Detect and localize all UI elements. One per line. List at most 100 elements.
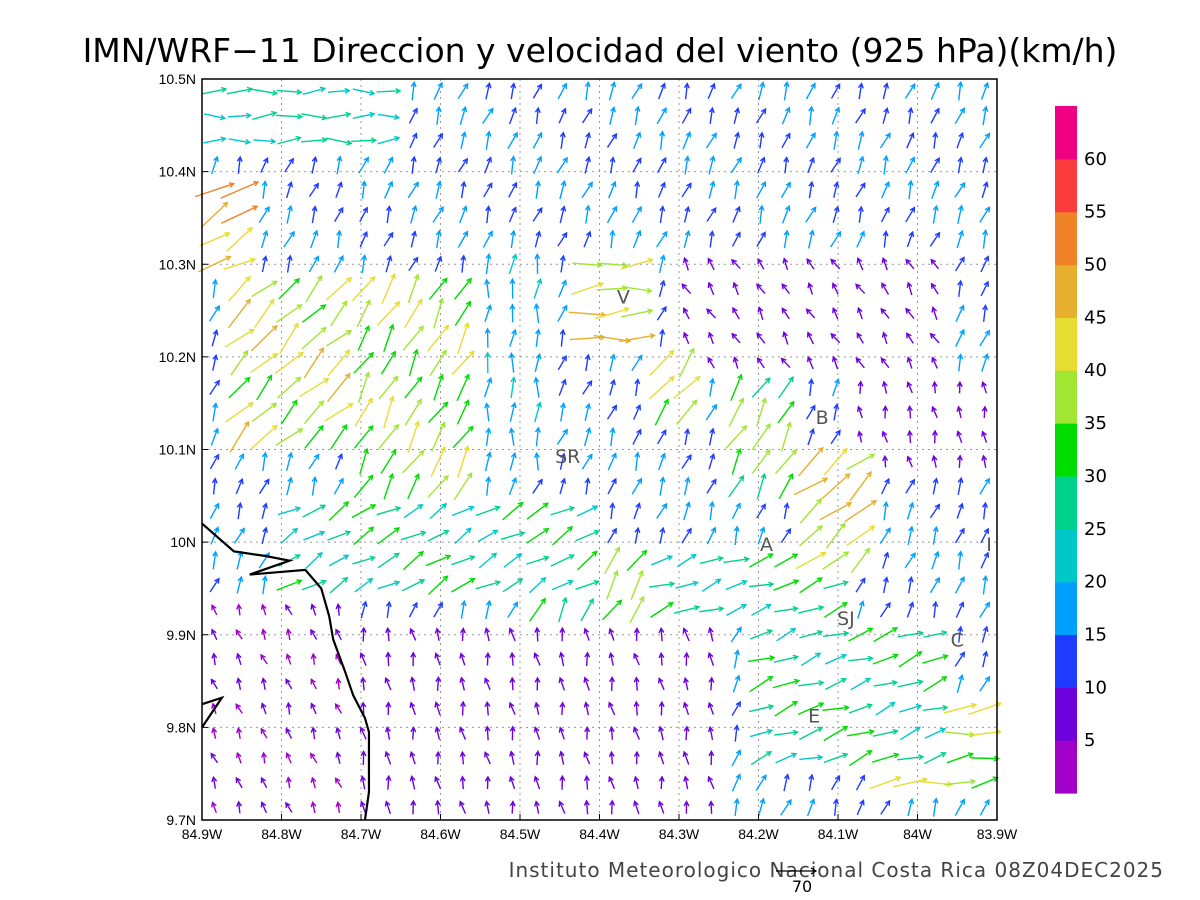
wind-vector-shaft bbox=[823, 602, 848, 618]
wind-vector bbox=[558, 279, 567, 298]
wind-vector bbox=[407, 181, 419, 199]
wind-vector bbox=[427, 529, 450, 542]
wind-vector bbox=[783, 773, 790, 792]
wind-vector-shaft bbox=[824, 678, 847, 691]
wind-vector bbox=[659, 130, 666, 150]
wind-vector-shaft bbox=[277, 376, 301, 399]
wind-vector bbox=[946, 752, 975, 764]
wind-vector-head bbox=[235, 652, 242, 660]
wind-vector-shaft bbox=[610, 428, 614, 447]
wind-vector-head bbox=[707, 775, 714, 782]
wind-vector bbox=[733, 797, 740, 817]
wind-vector bbox=[683, 775, 690, 790]
wind-vector bbox=[353, 474, 374, 499]
wind-vector-shaft bbox=[411, 82, 415, 101]
wind-vector-shaft bbox=[980, 256, 989, 273]
wind-vector-shaft bbox=[386, 602, 391, 619]
wind-vector-shaft bbox=[883, 502, 887, 521]
wind-vector-shaft bbox=[559, 453, 565, 470]
wind-vector bbox=[285, 776, 292, 789]
wind-vector bbox=[807, 156, 815, 174]
wind-vector-head bbox=[856, 332, 863, 339]
wind-vector-head bbox=[830, 332, 837, 339]
wind-vector-shaft bbox=[830, 259, 841, 270]
wind-vector-shaft bbox=[236, 576, 243, 594]
wind-vector bbox=[732, 205, 741, 223]
wind-vector-head bbox=[931, 306, 938, 313]
wind-vector-head bbox=[807, 282, 814, 289]
wind-vector-head bbox=[440, 445, 446, 453]
wind-vector-shaft bbox=[224, 329, 255, 348]
wind-vector bbox=[982, 650, 989, 668]
wind-vector-head bbox=[211, 775, 218, 783]
wind-vector bbox=[708, 800, 715, 814]
wind-vector-head bbox=[583, 799, 590, 806]
wind-vector-head bbox=[517, 501, 524, 508]
wind-vector-shaft bbox=[656, 306, 667, 321]
wind-vector-head bbox=[459, 700, 466, 707]
wind-vector-head bbox=[335, 751, 342, 758]
wind-vector-shaft bbox=[408, 602, 418, 618]
wind-vector bbox=[979, 798, 990, 816]
wind-vector-head bbox=[367, 474, 374, 481]
wind-vector-head bbox=[344, 349, 351, 356]
wind-vector-shaft bbox=[945, 731, 975, 736]
wind-vector bbox=[209, 502, 220, 520]
wind-vector-head bbox=[983, 527, 989, 534]
wind-vector-head bbox=[611, 527, 617, 534]
wind-vector-shaft bbox=[558, 597, 567, 623]
wind-vector bbox=[631, 354, 643, 372]
wind-vector bbox=[848, 703, 874, 714]
place-label: A bbox=[760, 534, 773, 556]
wind-vector-shaft bbox=[681, 528, 692, 544]
wind-vector-head bbox=[909, 156, 915, 163]
wind-vector bbox=[621, 308, 654, 318]
wind-vector bbox=[658, 700, 665, 716]
wind-vector-head bbox=[585, 155, 592, 163]
wind-vector-head bbox=[757, 257, 763, 265]
wind-vector bbox=[354, 577, 374, 593]
wind-vector-shaft bbox=[685, 726, 688, 741]
wind-vector-head bbox=[313, 453, 320, 460]
wind-vector bbox=[731, 502, 741, 520]
wind-vector-head bbox=[583, 774, 590, 782]
wind-vector-head bbox=[930, 258, 937, 265]
wind-vector-head bbox=[785, 181, 791, 188]
graticule bbox=[201, 78, 998, 821]
wind-vector-shaft bbox=[237, 157, 241, 174]
wind-vector-head bbox=[392, 375, 399, 382]
wind-vector-head bbox=[567, 579, 574, 586]
wind-vector-head bbox=[561, 279, 567, 286]
wind-vector-head bbox=[212, 550, 219, 557]
wind-vector-head bbox=[681, 283, 688, 290]
wind-vector-shaft bbox=[855, 357, 865, 369]
wind-vector bbox=[532, 83, 543, 99]
wind-vector-head bbox=[346, 139, 353, 146]
wind-vector-head bbox=[767, 553, 774, 559]
wind-vector-shaft bbox=[534, 727, 541, 740]
wind-vector-shaft bbox=[433, 82, 443, 100]
page-title: IMN/WRF−11 Direccion y velocidad del vie… bbox=[83, 31, 1118, 70]
wind-vector-head bbox=[820, 551, 827, 558]
wind-vector bbox=[980, 280, 989, 297]
wind-vector bbox=[830, 429, 841, 445]
wind-vector bbox=[620, 257, 654, 270]
wind-vector-head bbox=[666, 555, 674, 561]
wind-vector bbox=[534, 626, 541, 642]
wind-vector bbox=[778, 472, 794, 500]
wind-vector bbox=[552, 525, 574, 546]
wind-vector-shaft bbox=[981, 431, 988, 443]
wind-vector-head bbox=[683, 651, 690, 658]
wind-vector-head bbox=[855, 283, 862, 290]
wind-vector-shaft bbox=[325, 137, 352, 145]
colorbar-swatch bbox=[1055, 106, 1077, 160]
wind-vector bbox=[581, 107, 593, 124]
wind-vector-shaft bbox=[730, 627, 742, 643]
wind-vector-shaft bbox=[585, 776, 589, 790]
wind-vector-head bbox=[262, 526, 269, 533]
wind-vector bbox=[286, 254, 293, 273]
wind-vector-head bbox=[412, 256, 419, 263]
wind-vector bbox=[881, 256, 888, 271]
wind-vector-shaft bbox=[404, 299, 423, 329]
wind-vector-head bbox=[859, 799, 865, 806]
